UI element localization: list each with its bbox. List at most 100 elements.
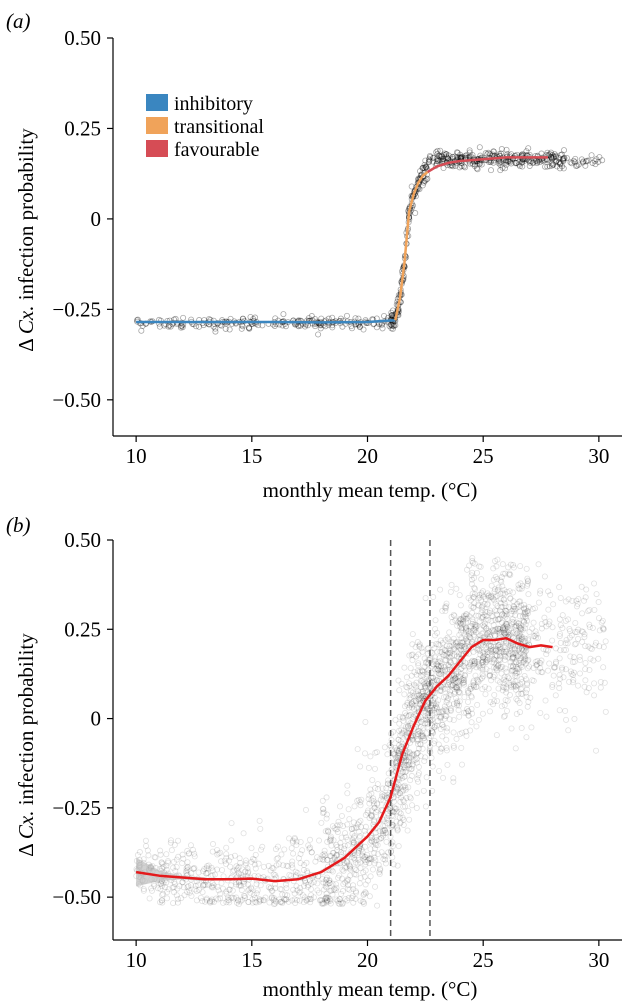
point [364, 809, 371, 816]
point [203, 895, 210, 902]
point [338, 849, 345, 856]
point [437, 687, 444, 694]
point [577, 657, 584, 664]
point [545, 588, 552, 595]
point [563, 636, 570, 643]
point [330, 837, 337, 844]
point [512, 605, 519, 612]
point [518, 626, 525, 633]
point [193, 888, 200, 895]
point [499, 663, 506, 670]
point [389, 807, 396, 814]
point [532, 628, 539, 635]
point [307, 895, 314, 902]
point [435, 667, 442, 674]
point [199, 898, 206, 905]
point [151, 882, 158, 889]
point [450, 639, 457, 646]
point [530, 619, 537, 626]
point [500, 626, 507, 633]
point [464, 706, 471, 713]
point [600, 625, 607, 632]
point [445, 662, 452, 669]
point [478, 589, 485, 596]
point [506, 159, 513, 166]
point [502, 640, 509, 647]
point [165, 859, 172, 866]
point [234, 897, 241, 904]
legend-swatch-inhibitory [146, 94, 168, 111]
point [249, 896, 256, 903]
point [460, 679, 467, 686]
point [584, 157, 591, 164]
point [411, 706, 418, 713]
point [517, 709, 524, 716]
point [551, 664, 558, 671]
point [420, 672, 427, 679]
point [452, 677, 459, 684]
point [471, 661, 478, 668]
panel-a-label: (a) [6, 9, 31, 33]
point [371, 818, 378, 825]
point [482, 659, 489, 666]
point [394, 824, 401, 831]
point [454, 702, 461, 709]
point [402, 786, 409, 793]
point [408, 754, 415, 761]
point [413, 750, 420, 757]
point [446, 650, 453, 657]
point [360, 899, 367, 906]
point [449, 153, 456, 160]
point [350, 839, 357, 846]
point [378, 835, 385, 842]
point [490, 628, 497, 635]
point [468, 603, 475, 610]
point [333, 896, 340, 903]
point [362, 812, 369, 819]
point [397, 810, 404, 817]
point [507, 595, 514, 602]
point [236, 863, 243, 870]
point [421, 758, 428, 765]
point [431, 632, 438, 639]
point [499, 648, 506, 655]
point [432, 625, 439, 632]
point [389, 823, 396, 830]
point [593, 747, 600, 754]
point [452, 674, 459, 681]
point [350, 899, 357, 906]
point [431, 706, 438, 713]
point [518, 663, 525, 670]
point [376, 828, 383, 835]
point [579, 610, 586, 617]
point [515, 633, 522, 640]
point [506, 571, 513, 578]
point [392, 322, 399, 329]
point [450, 717, 457, 724]
point [289, 858, 296, 865]
point [423, 709, 430, 716]
point [417, 677, 424, 684]
point [244, 865, 251, 872]
point [471, 621, 478, 628]
point [245, 881, 252, 888]
point [387, 321, 394, 328]
point [514, 600, 521, 607]
point [502, 610, 509, 617]
point [207, 899, 214, 906]
point [190, 865, 197, 872]
point [413, 704, 420, 711]
point [501, 656, 508, 663]
point [446, 691, 453, 698]
point [170, 884, 177, 891]
point [513, 663, 520, 670]
point [341, 845, 348, 852]
point [362, 843, 369, 850]
point [386, 742, 393, 749]
point [472, 161, 479, 168]
point [372, 841, 379, 848]
point [339, 899, 346, 906]
point [556, 630, 563, 637]
point [376, 836, 383, 843]
point [223, 888, 230, 895]
